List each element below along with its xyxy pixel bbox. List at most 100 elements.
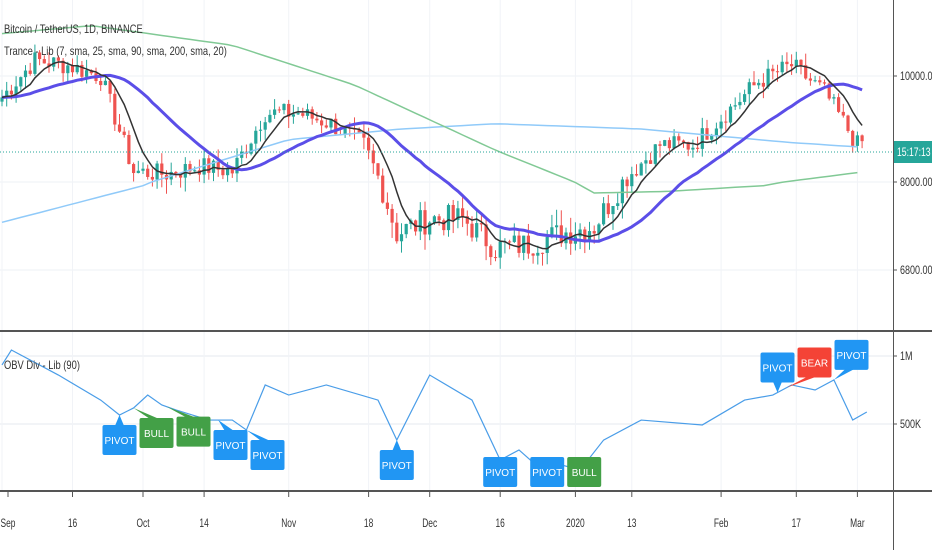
overlay-legend[interactable]: Trance - Lib (7, sma, 25, sma, 90, sma, …: [4, 44, 227, 58]
marker-bull[interactable]: BULL: [133, 407, 174, 448]
candle: [99, 76, 103, 92]
candle: [837, 93, 841, 114]
indicator-legend[interactable]: OBV Div - Lib (90): [4, 358, 80, 372]
candle-body: [85, 70, 89, 77]
candle-body: [117, 124, 122, 132]
marker-pivot[interactable]: PIVOT: [833, 339, 869, 380]
time-tick-label: 13: [627, 518, 637, 531]
marker-label: PIVOT: [215, 441, 245, 452]
candle-body: [587, 231, 592, 241]
candle: [738, 92, 742, 110]
candle: [263, 116, 267, 140]
marker-pointer: [218, 420, 236, 433]
candle-body: [357, 129, 361, 134]
candle-body: [691, 147, 695, 150]
marker-label: BULL: [144, 429, 169, 440]
candle: [287, 99, 291, 129]
candle: [780, 55, 784, 76]
candle: [428, 221, 432, 241]
candle: [611, 205, 615, 230]
candle-body: [310, 109, 314, 119]
symbol-legend[interactable]: Bitcoin / TetherUS, 1D, BINANCE: [4, 22, 143, 36]
candle-body: [329, 118, 333, 128]
marker-pivot[interactable]: PIVOT: [213, 420, 248, 461]
marker-label: BULL: [181, 428, 206, 439]
marker-pivot[interactable]: PIVOT: [379, 440, 414, 481]
candle-body: [799, 59, 803, 66]
candle-body: [442, 220, 446, 231]
marker-bull[interactable]: BULL: [166, 406, 211, 447]
marker-bear[interactable]: BEAR: [786, 347, 832, 388]
candle: [808, 72, 812, 86]
candle: [540, 252, 545, 266]
candle: [14, 76, 18, 103]
candle: [113, 88, 117, 131]
candle: [414, 219, 418, 236]
marker-pivot[interactable]: PIVOT: [483, 457, 518, 487]
candle-body: [752, 82, 756, 86]
candle-body: [667, 140, 671, 149]
candle-body: [710, 135, 714, 140]
marker-pivot[interactable]: PIVOT: [760, 352, 795, 393]
candle-body: [19, 77, 23, 87]
candle: [395, 213, 399, 244]
candle: [33, 44, 37, 76]
candle-body: [52, 57, 56, 67]
candle-body: [855, 135, 859, 146]
marker-pivot[interactable]: PIVOT: [530, 457, 565, 487]
candle-body: [23, 70, 28, 78]
marker-bull[interactable]: BULL: [567, 457, 602, 487]
candle-body: [282, 103, 286, 111]
candle: [851, 129, 855, 153]
candle-body: [846, 115, 850, 131]
candle: [155, 160, 159, 189]
candle: [794, 51, 798, 74]
candles: [0, 44, 864, 269]
candle-body: [428, 222, 432, 235]
candle-body: [611, 206, 615, 215]
candle-body: [653, 144, 657, 164]
candle-body: [465, 216, 469, 224]
candle: [28, 62, 32, 76]
candle-body: [301, 113, 305, 116]
current-price-tag: [894, 141, 932, 163]
sma7-line: [1, 61, 863, 250]
candle: [630, 166, 634, 193]
time-tick-label: Sep: [1, 518, 16, 531]
marker-box: [213, 430, 248, 461]
candle: [531, 253, 535, 264]
candle-body: [113, 93, 117, 125]
marker-pivot[interactable]: PIVOT: [102, 415, 137, 456]
candle: [381, 168, 385, 204]
candle-body: [822, 82, 827, 84]
candle-body: [446, 204, 451, 231]
candle: [832, 93, 836, 105]
candle: [108, 80, 112, 103]
sma25-line: [1, 73, 863, 243]
candle-body: [531, 253, 535, 256]
candle-body: [625, 179, 629, 187]
candle-body: [785, 61, 789, 65]
candle: [761, 73, 765, 99]
candle: [390, 204, 394, 238]
candle: [700, 117, 704, 157]
candle-body: [451, 204, 455, 220]
candle: [517, 229, 521, 258]
candle: [587, 221, 592, 250]
candle-body: [127, 134, 131, 165]
candle: [526, 223, 530, 259]
candle-body: [827, 83, 831, 99]
candle: [376, 163, 380, 180]
candle: [268, 109, 272, 124]
candle: [371, 143, 375, 174]
marker-box: [567, 457, 602, 487]
candle: [465, 210, 469, 236]
marker-pivot[interactable]: PIVOT: [246, 429, 285, 470]
candle: [315, 111, 319, 123]
candle-body: [423, 210, 427, 235]
candle: [653, 144, 657, 167]
candle: [235, 148, 239, 183]
candle-body: [559, 225, 563, 244]
candle-body: [75, 64, 79, 73]
